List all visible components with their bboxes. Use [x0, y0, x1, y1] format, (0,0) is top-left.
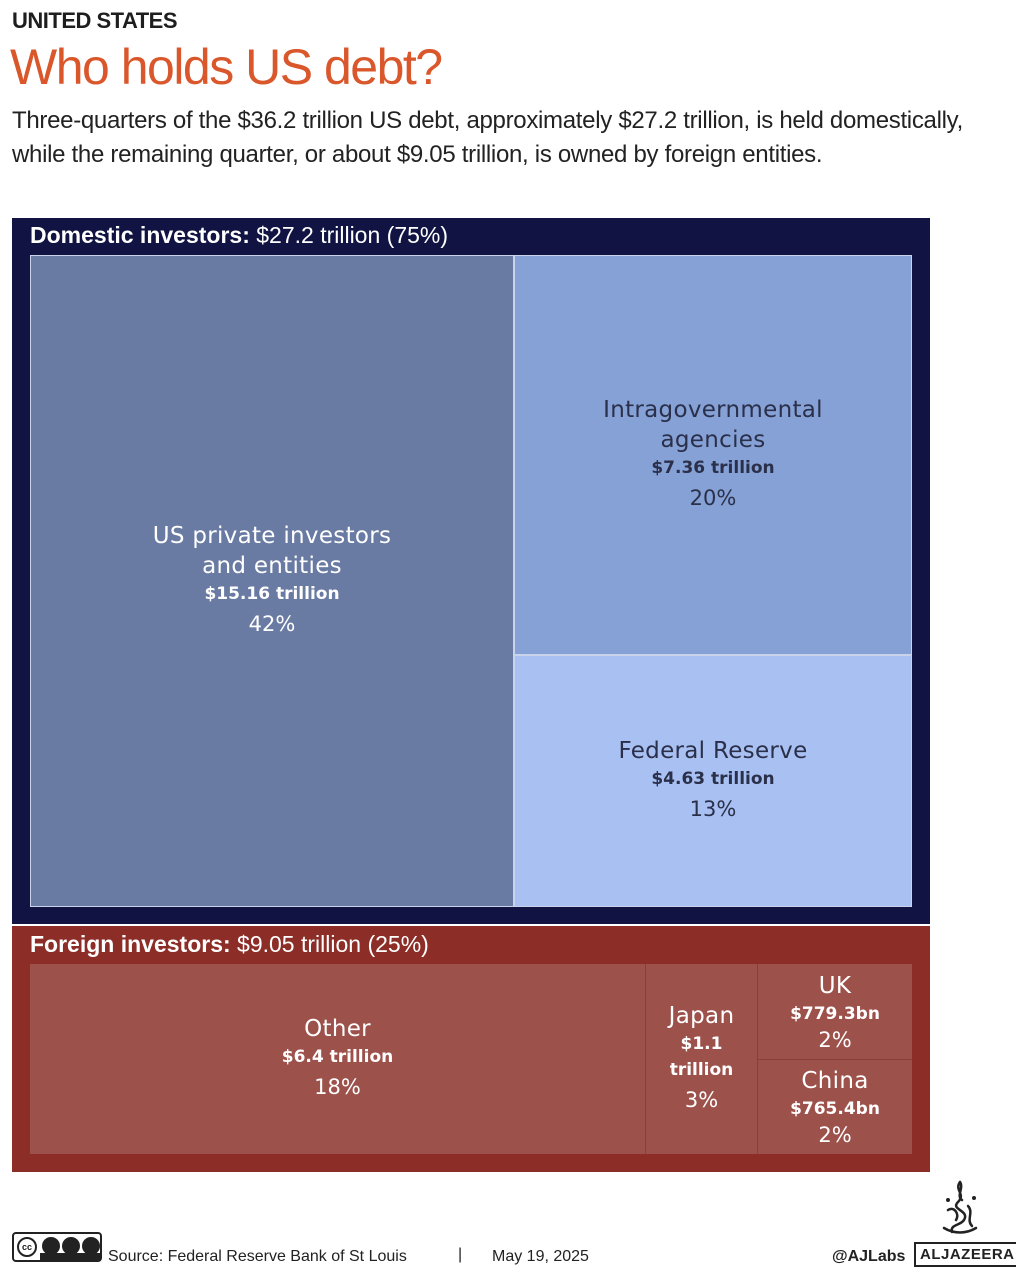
cell-amount: $779.3bn	[790, 1003, 880, 1024]
cell-name: and entities	[202, 553, 342, 579]
cell-name: Other	[304, 1016, 371, 1042]
cell-name: Federal Reserve	[618, 738, 808, 764]
cell-percent: 2%	[818, 1027, 852, 1052]
foreign-section: Foreign investors: $9.05 trillion (25%) …	[12, 926, 930, 1172]
cell-percent: 20%	[689, 486, 737, 510]
domestic-section: Domestic investors: $27.2 trillion (75%)…	[12, 218, 930, 924]
sa-icon	[82, 1237, 100, 1255]
footer: cc Source: Federal Reserve Bank of St Lo…	[12, 1180, 1016, 1278]
domestic-amount: $27.2 trillion (75%)	[256, 222, 449, 248]
cell-name: UK	[818, 972, 852, 999]
foreign-amount: $9.05 trillion (25%)	[237, 931, 429, 957]
cell-name: agencies	[660, 427, 766, 453]
source-text: Source: Federal Reserve Bank of St Louis	[108, 1248, 407, 1265]
cell-name: Japan	[668, 1003, 735, 1029]
cell-amount: $765.4bn	[790, 1099, 880, 1119]
cell-name: China	[801, 1068, 869, 1094]
cell-amount: $6.4 trillion	[281, 1047, 394, 1067]
page-title: Who holds US debt?	[10, 39, 443, 95]
by-icon	[42, 1237, 60, 1255]
al-jazeera-wordmark: ALJAZEERA	[914, 1242, 1016, 1267]
cell-percent: 18%	[314, 1075, 361, 1099]
treemap-cell-china: China $765.4bn 2%	[758, 1060, 912, 1154]
al-jazeera-logo-icon	[942, 1180, 978, 1234]
creative-commons-icon: cc	[12, 1232, 102, 1262]
date-text: May 19, 2025	[492, 1248, 589, 1265]
cell-percent: 42%	[248, 612, 296, 636]
cell-name: US private investors	[152, 523, 392, 549]
treemap-cell-federal-reserve: Federal Reserve $4.63 trillion 13%	[514, 655, 912, 907]
cell-percent: 3%	[684, 1088, 719, 1112]
cc-mark-icon: cc	[17, 1237, 37, 1257]
domestic-header: Domestic investors: $27.2 trillion (75%)	[30, 222, 448, 249]
nc-icon	[62, 1237, 80, 1255]
treemap-cell-other: Other $6.4 trillion 18%	[30, 964, 646, 1154]
foreign-header: Foreign investors: $9.05 trillion (25%)	[30, 931, 429, 958]
cell-amount: $4.63 trillion	[651, 769, 775, 789]
footer-separator: |	[458, 1246, 463, 1263]
license-bar	[40, 1253, 100, 1260]
handle-text: @AJLabs	[832, 1248, 906, 1265]
cell-amount: $1.1 trillion	[669, 1034, 734, 1080]
cell-percent: 2%	[818, 1123, 852, 1147]
treemap-cell-japan: Japan $1.1 trillion 3%	[646, 964, 758, 1154]
subtitle: Three-quarters of the $36.2 trillion US …	[12, 107, 963, 168]
treemap-cell-intragovernmental: Intragovernmental agencies $7.36 trillio…	[514, 255, 912, 655]
treemap-cell-uk: UK $779.3bn 2%	[758, 964, 912, 1060]
foreign-label: Foreign investors:	[30, 931, 231, 957]
treemap-cell-us-private: US private investors and entities $15.16…	[30, 255, 514, 907]
domestic-label: Domestic investors:	[30, 222, 250, 248]
cell-percent: 13%	[689, 797, 737, 821]
cell-amount: $7.36 trillion	[651, 458, 775, 478]
cell-name: Intragovernmental	[603, 397, 823, 423]
kicker: UNITED STATES	[12, 8, 178, 33]
cell-amount: $15.16 trillion	[204, 584, 340, 604]
